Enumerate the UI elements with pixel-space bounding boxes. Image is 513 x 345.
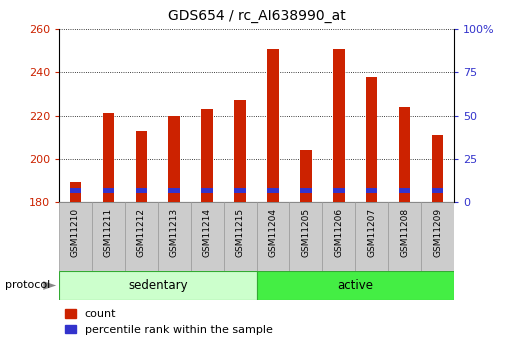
Bar [366, 77, 378, 188]
Bar [355, 202, 388, 271]
Text: GSM11211: GSM11211 [104, 208, 113, 257]
Bar [70, 193, 81, 202]
Bar [135, 188, 147, 193]
Text: sedentary: sedentary [128, 279, 188, 292]
Bar [103, 193, 114, 202]
Text: GSM11207: GSM11207 [367, 208, 376, 257]
Bar [70, 188, 81, 193]
Bar [300, 150, 311, 188]
Bar [224, 202, 256, 271]
Bar [234, 188, 246, 193]
Bar [202, 109, 213, 188]
Bar [300, 193, 311, 202]
Bar [70, 183, 81, 188]
Text: GSM11206: GSM11206 [334, 208, 343, 257]
Text: GSM11208: GSM11208 [400, 208, 409, 257]
Bar [168, 116, 180, 188]
Bar [92, 202, 125, 271]
Bar [267, 193, 279, 202]
Text: GSM11209: GSM11209 [433, 208, 442, 257]
Text: GSM11212: GSM11212 [137, 208, 146, 257]
Bar [168, 188, 180, 193]
Text: active: active [337, 279, 373, 292]
Bar [59, 271, 256, 300]
Bar [322, 202, 355, 271]
Text: GSM11213: GSM11213 [170, 208, 179, 257]
Bar [399, 107, 410, 188]
Bar [289, 202, 322, 271]
Bar [234, 100, 246, 188]
Bar [103, 188, 114, 193]
Bar [333, 188, 345, 193]
Bar [432, 135, 443, 188]
Text: GSM11204: GSM11204 [268, 208, 278, 257]
Text: GSM11205: GSM11205 [301, 208, 310, 257]
Bar [333, 49, 345, 188]
Text: protocol: protocol [5, 280, 50, 290]
Text: GDS654 / rc_AI638990_at: GDS654 / rc_AI638990_at [168, 9, 345, 23]
Bar [432, 188, 443, 193]
Bar [421, 202, 454, 271]
Bar [267, 49, 279, 188]
Bar [399, 188, 410, 193]
Bar [267, 188, 279, 193]
Bar [333, 193, 345, 202]
Bar [234, 193, 246, 202]
Bar [103, 114, 114, 188]
Bar [432, 193, 443, 202]
Bar [399, 193, 410, 202]
Bar [256, 271, 454, 300]
Bar [158, 202, 191, 271]
Text: GSM11214: GSM11214 [203, 208, 212, 257]
Bar [300, 188, 311, 193]
Polygon shape [43, 281, 56, 290]
Bar [59, 202, 92, 271]
Bar [366, 193, 378, 202]
Text: GSM11215: GSM11215 [235, 208, 245, 257]
Bar [202, 193, 213, 202]
Legend: count, percentile rank within the sample: count, percentile rank within the sample [65, 309, 272, 335]
Bar [191, 202, 224, 271]
Bar [135, 131, 147, 188]
Bar [256, 202, 289, 271]
Bar [168, 193, 180, 202]
Bar [366, 188, 378, 193]
Bar [135, 193, 147, 202]
Bar [125, 202, 158, 271]
Text: GSM11210: GSM11210 [71, 208, 80, 257]
Bar [202, 188, 213, 193]
Bar [388, 202, 421, 271]
